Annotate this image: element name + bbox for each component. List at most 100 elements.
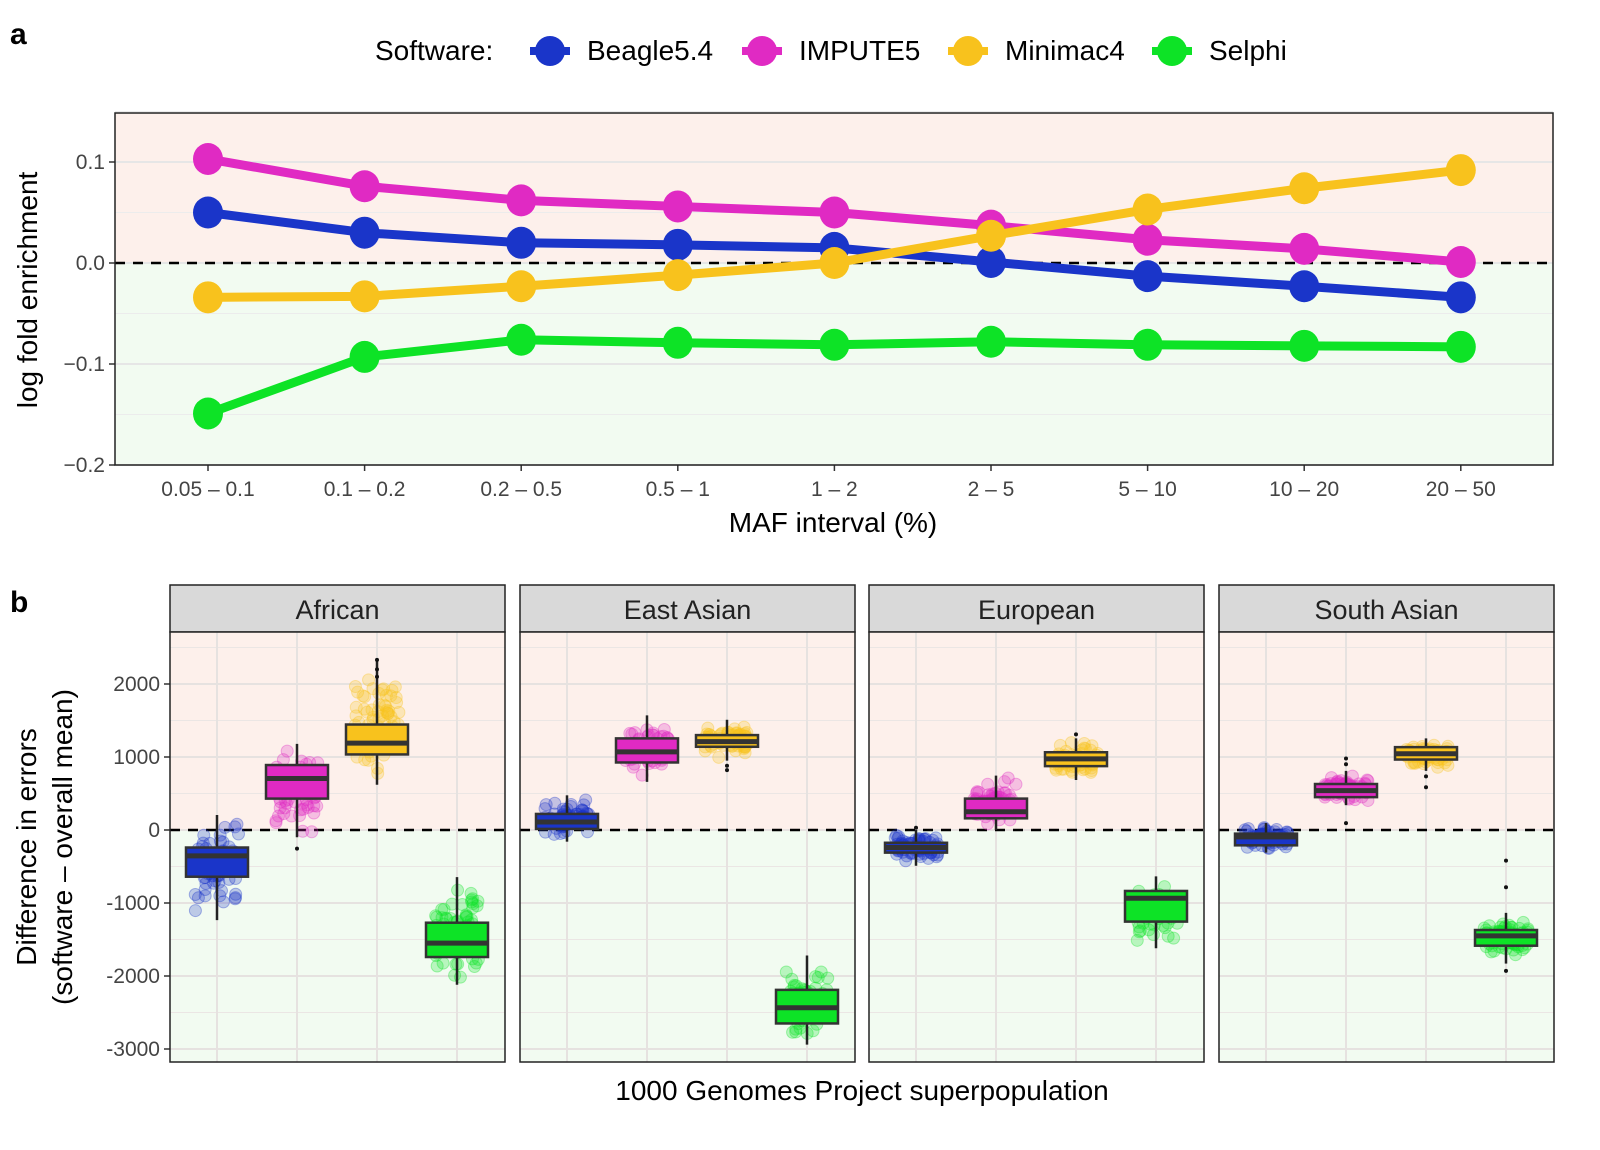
jitter-point bbox=[310, 799, 324, 813]
x-tick-label-0: 0.05 – 0.1 bbox=[161, 478, 254, 501]
jitter-point bbox=[301, 800, 315, 814]
jitter-point bbox=[1133, 924, 1147, 938]
facet-strip bbox=[868, 584, 1205, 633]
jitter-point bbox=[216, 895, 230, 909]
outlier-point bbox=[725, 768, 729, 773]
jitter-point bbox=[1130, 933, 1144, 947]
jitter-point bbox=[280, 744, 294, 758]
box-Selphi bbox=[1473, 858, 1539, 973]
jitter-point bbox=[231, 827, 245, 841]
outlier-point bbox=[1074, 732, 1078, 737]
facet-african: African bbox=[169, 584, 506, 1063]
outlier-point bbox=[375, 674, 379, 679]
panel-a-x-axis-label: MAF interval (%) bbox=[729, 507, 937, 538]
data-point-Minimac4-3 bbox=[662, 259, 693, 292]
jitter-point bbox=[357, 702, 371, 716]
jitter-point bbox=[1077, 736, 1091, 750]
jitter-point bbox=[381, 707, 395, 721]
outlier-point bbox=[914, 825, 918, 830]
jitter-point bbox=[981, 777, 995, 791]
jitter-point bbox=[577, 798, 591, 812]
plot-border bbox=[519, 631, 856, 1063]
facet-title: South Asian bbox=[1314, 595, 1458, 625]
background-below-zero bbox=[869, 830, 1204, 1062]
facet-south-asian: South Asian bbox=[1218, 584, 1555, 1063]
box-IMPUTE5 bbox=[1313, 756, 1379, 826]
jitter-point bbox=[389, 691, 403, 705]
y-tick-label-3: −0.2 bbox=[64, 454, 105, 477]
jitter-point bbox=[466, 892, 480, 906]
jitter-point bbox=[390, 696, 404, 710]
legend-item-3: Selphi bbox=[1209, 35, 1287, 66]
jitter-point bbox=[349, 709, 363, 723]
background-above-zero bbox=[869, 632, 1204, 830]
legend-item-0: Beagle5.4 bbox=[587, 35, 713, 66]
data-point-IMPUTE5-1 bbox=[349, 170, 380, 203]
data-point-Minimac4-1 bbox=[349, 280, 380, 313]
legend-key-dot-2 bbox=[953, 36, 983, 66]
box-Minimac4 bbox=[694, 719, 760, 773]
jitter-point bbox=[821, 971, 835, 985]
background-above-zero bbox=[1219, 632, 1554, 830]
jitter-point bbox=[278, 801, 292, 815]
jitter-point bbox=[465, 895, 479, 909]
data-point-Beagle5.4-5 bbox=[976, 245, 1006, 278]
box-Selphi bbox=[1123, 876, 1189, 949]
data-point-IMPUTE5-8 bbox=[1445, 245, 1476, 278]
legend-item-1: IMPUTE5 bbox=[799, 35, 920, 66]
jitter-point bbox=[277, 807, 291, 821]
outlier-point bbox=[1504, 885, 1508, 890]
jitter-point bbox=[737, 720, 751, 734]
plot-border bbox=[868, 631, 1205, 1063]
box-Selphi bbox=[774, 955, 840, 1045]
data-point-Minimac4-2 bbox=[506, 270, 537, 303]
jitter-point bbox=[467, 959, 481, 973]
jitter-point bbox=[436, 956, 450, 970]
data-point-Selphi-6 bbox=[1132, 328, 1163, 361]
jitter-point bbox=[228, 820, 242, 834]
jitter-point bbox=[1053, 738, 1067, 752]
facet-title: East Asian bbox=[624, 595, 752, 625]
jitter-point bbox=[229, 887, 243, 901]
box-iqr bbox=[1233, 832, 1299, 847]
jitter-point bbox=[215, 884, 229, 898]
jitter-point bbox=[188, 904, 202, 918]
jitter-point bbox=[307, 806, 321, 820]
data-point-IMPUTE5-4 bbox=[819, 196, 850, 229]
outlier-point bbox=[1344, 821, 1348, 826]
jitter-point bbox=[466, 901, 480, 915]
box-Beagle5.4 bbox=[883, 825, 949, 868]
y-tick-label-1: 1000 bbox=[113, 746, 160, 769]
data-point-Selphi-0 bbox=[193, 397, 223, 430]
jitter-point bbox=[228, 892, 242, 906]
data-point-Minimac4-8 bbox=[1445, 154, 1476, 187]
data-point-Beagle5.4-2 bbox=[506, 226, 537, 259]
jitter-point bbox=[712, 750, 726, 764]
jitter-point bbox=[218, 820, 232, 834]
data-point-Beagle5.4-3 bbox=[662, 228, 693, 261]
data-point-IMPUTE5-0 bbox=[193, 142, 223, 175]
jitter-point bbox=[1509, 948, 1523, 962]
outlier-point bbox=[375, 657, 379, 662]
facet-title: European bbox=[978, 595, 1095, 625]
box-iqr bbox=[264, 763, 330, 800]
facet-title: African bbox=[295, 595, 379, 625]
y-tick-label-2: 0 bbox=[148, 819, 160, 842]
box-Minimac4 bbox=[344, 657, 410, 785]
box-Minimac4 bbox=[1393, 738, 1459, 790]
jitter-point bbox=[348, 679, 362, 693]
jitter-point bbox=[362, 673, 376, 687]
jitter-point bbox=[382, 704, 396, 718]
jitter-point bbox=[786, 1025, 800, 1039]
panel-b-y-axis-label-line2: (software – overall mean) bbox=[47, 689, 78, 1005]
plot-border bbox=[114, 112, 1554, 466]
y-tick-label-1: 0.0 bbox=[76, 252, 105, 275]
box-iqr bbox=[1123, 889, 1189, 923]
outlier-point bbox=[1344, 756, 1348, 761]
x-tick-label-5: 2 – 5 bbox=[968, 478, 1015, 501]
jitter-point bbox=[385, 683, 399, 697]
jitter-point bbox=[380, 705, 394, 719]
data-point-Selphi-7 bbox=[1289, 329, 1320, 362]
outlier-point bbox=[295, 846, 299, 851]
jitter-point bbox=[448, 968, 462, 982]
